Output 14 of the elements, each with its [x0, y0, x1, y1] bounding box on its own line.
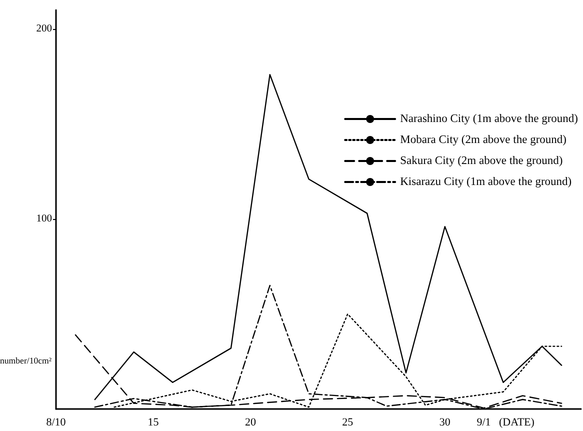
y-tick-label: 200	[36, 24, 52, 34]
x-tick-label: 8/10	[46, 416, 66, 428]
x-tick-label: 30	[439, 416, 451, 428]
x-tick-label: 15	[148, 416, 160, 428]
x-axis-title: (DATE)	[499, 416, 535, 428]
x-tick-label: 9/1	[476, 416, 491, 428]
legend-label: Narashino City (1m above the ground)	[400, 113, 578, 125]
x-tick-label: 20	[244, 416, 256, 428]
x-tick-label: 25	[342, 416, 354, 428]
y-tick-label: 100	[36, 214, 52, 224]
legend-label: Sakura City (2m above the ground)	[400, 155, 563, 167]
legend-label: Mobara City (2m above the ground)	[400, 134, 567, 146]
legend-label: Kisarazu City (1m above the ground)	[400, 176, 572, 188]
y-axis-title: number/10cm²	[0, 356, 52, 366]
